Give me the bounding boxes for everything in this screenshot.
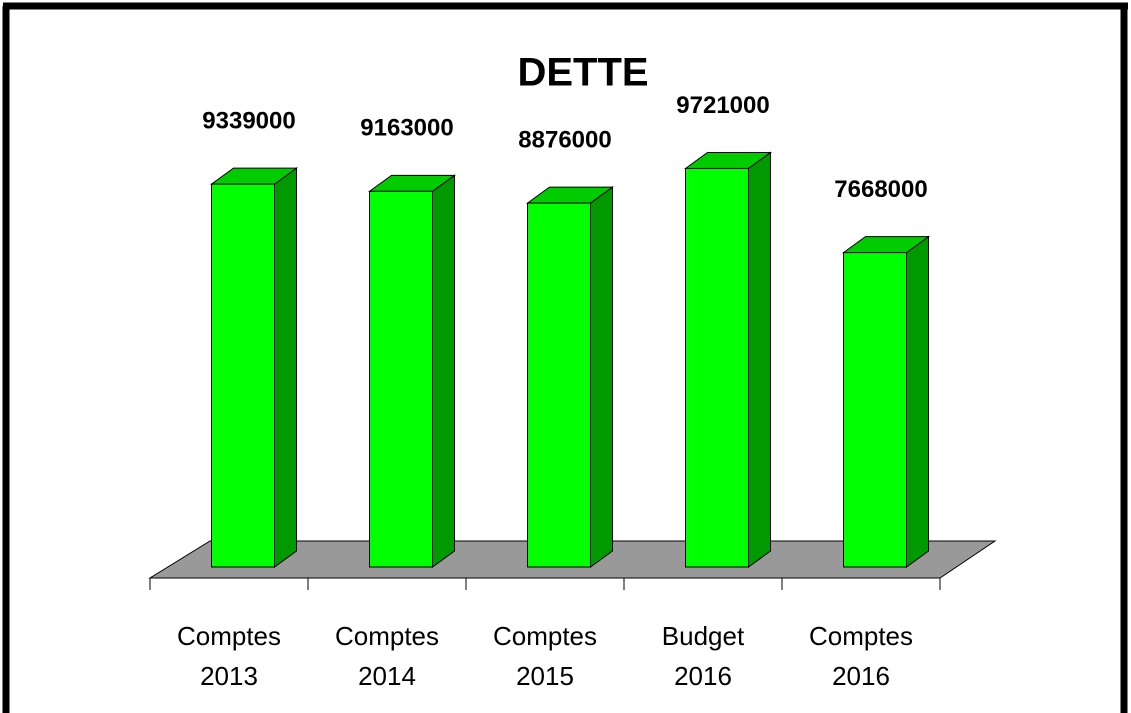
chart-title: DETTE [517, 51, 648, 95]
data-label: 9339000 [202, 107, 295, 134]
x-tick-label: Budget 2016 [661, 621, 745, 691]
data-label: 7668000 [834, 176, 927, 203]
data-label: 9163000 [360, 115, 453, 142]
x-tick-label: Comptes 2013 [176, 621, 282, 691]
bar-side [748, 151, 771, 568]
data-label: 9721000 [676, 92, 769, 119]
bar-side [432, 174, 455, 568]
x-tick-label: Comptes 2015 [492, 621, 598, 691]
bar [211, 183, 275, 568]
bar [527, 202, 591, 568]
bar-side [906, 235, 929, 568]
bar [369, 190, 433, 568]
bar [685, 167, 749, 568]
bar-side [274, 167, 297, 568]
x-tick-label: Comptes 2016 [808, 621, 914, 691]
x-tick-label: Comptes 2014 [334, 621, 440, 691]
data-label: 8876000 [518, 126, 611, 153]
bar [843, 252, 907, 568]
bar-side [590, 186, 613, 568]
